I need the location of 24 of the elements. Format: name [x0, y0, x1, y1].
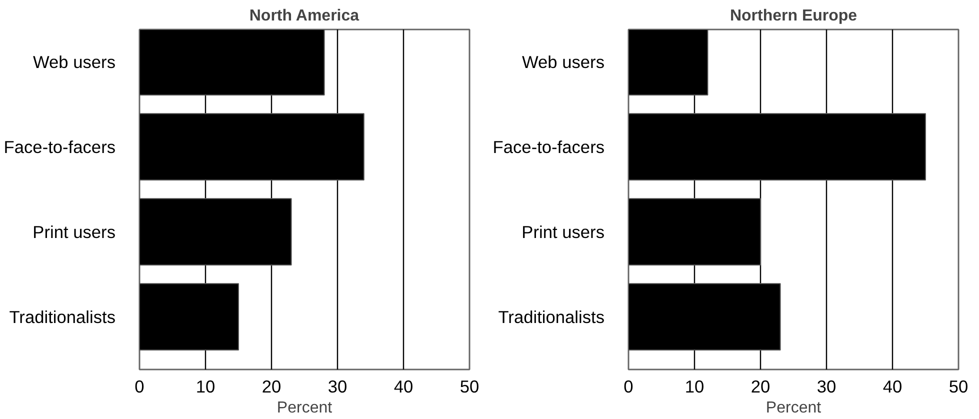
y-tick-label: Web users	[522, 52, 605, 72]
x-tick-label: 40	[882, 376, 902, 396]
x-tick-label: 20	[750, 376, 770, 396]
x-axis-title: Percent	[276, 400, 333, 416]
y-tick-label: Traditionalists	[9, 306, 116, 327]
chart-title: North America	[249, 8, 360, 24]
y-tick-label: Web users	[32, 52, 116, 72]
y-tick-label: Print users	[522, 222, 605, 242]
x-tick-label: 50	[460, 376, 480, 396]
x-tick-label: 10	[684, 376, 704, 396]
x-tick-label: 40	[394, 376, 414, 396]
x-tick-label: 0	[134, 376, 144, 396]
x-tick-label: 20	[262, 376, 282, 396]
y-tick-label: Traditionalists	[498, 306, 605, 327]
x-tick-label: 0	[624, 376, 634, 396]
x-tick-label: 30	[328, 376, 348, 396]
x-tick-label: 10	[196, 376, 216, 396]
y-tick-label: Face-to-facers	[492, 136, 605, 157]
chart-title: Northern Europe	[730, 8, 858, 24]
y-tick-label: Face-to-facers	[4, 136, 116, 157]
x-tick-label: 30	[816, 376, 836, 396]
x-axis-title: Percent	[766, 400, 822, 416]
x-tick-label: 50	[948, 376, 968, 396]
y-tick-label: Print users	[32, 222, 116, 242]
